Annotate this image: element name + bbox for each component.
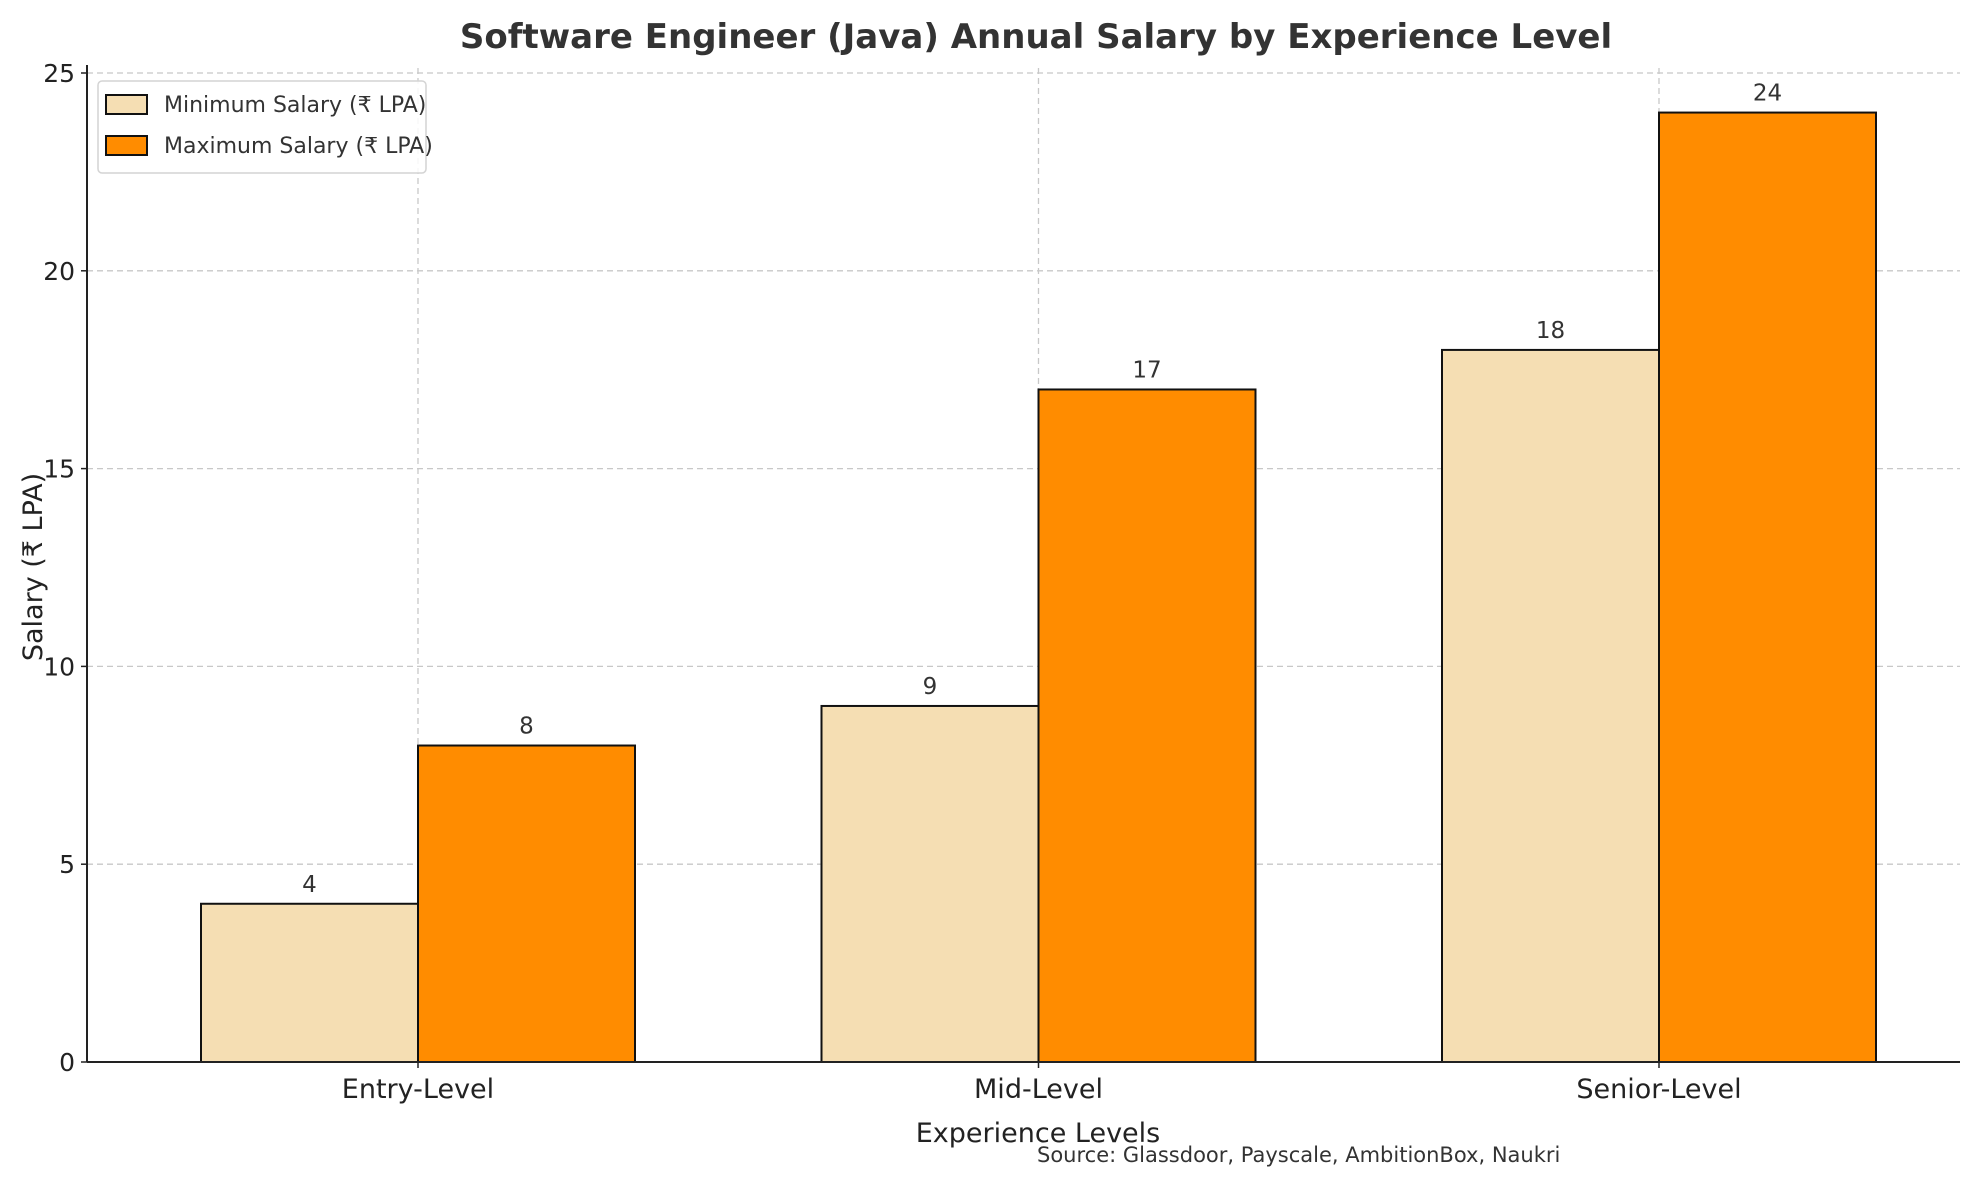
x-tick-label: Entry-Level bbox=[342, 1074, 494, 1105]
data-label: 17 bbox=[1132, 357, 1161, 383]
y-tick-label: 20 bbox=[43, 257, 75, 286]
data-label: 24 bbox=[1753, 81, 1782, 107]
bars: 4 8 9 17 18 24 bbox=[200, 81, 1877, 1064]
legend-swatch bbox=[105, 135, 148, 156]
y-tick-label: 0 bbox=[59, 1048, 75, 1077]
bar-min bbox=[820, 704, 1040, 1064]
axes: 0 5 10 15 20 25 Entry-Level Mid-Level Senior-Lev… bbox=[43, 59, 1960, 1105]
x-tick-label: Mid-Level bbox=[974, 1074, 1103, 1105]
data-label: 4 bbox=[302, 872, 317, 898]
y-tick-label: 10 bbox=[43, 652, 75, 681]
bar-max bbox=[417, 744, 636, 1064]
y-tick-label: 15 bbox=[43, 455, 75, 484]
legend-swatch bbox=[105, 94, 148, 115]
bar-min bbox=[200, 902, 419, 1064]
y-tick-label: 25 bbox=[43, 59, 75, 88]
data-label: 8 bbox=[519, 714, 534, 740]
data-label: 18 bbox=[1536, 318, 1565, 344]
bar-max bbox=[1037, 388, 1257, 1064]
x-axis-label: Experience Levels bbox=[916, 1118, 1161, 1149]
bar-max bbox=[1658, 111, 1877, 1063]
legend-box bbox=[97, 80, 427, 174]
legend: Minimum Salary (₹ LPA) Maximum Salary (₹ … bbox=[97, 80, 433, 174]
legend-label: Maximum Salary (₹ LPA) bbox=[164, 134, 433, 159]
bar-min bbox=[1441, 348, 1660, 1064]
y-tick-label: 5 bbox=[59, 850, 75, 879]
x-tick-label: Senior-Level bbox=[1576, 1074, 1741, 1105]
chart-title: Software Engineer (Java) Annual Salary b… bbox=[460, 17, 1612, 57]
source-annotation: Source: Glassdoor, Payscale, AmbitionBox… bbox=[1037, 1143, 1560, 1167]
data-label: 9 bbox=[923, 674, 938, 700]
legend-label: Minimum Salary (₹ LPA) bbox=[164, 93, 426, 118]
y-axis-label: Salary (₹ LPA) bbox=[18, 473, 49, 661]
